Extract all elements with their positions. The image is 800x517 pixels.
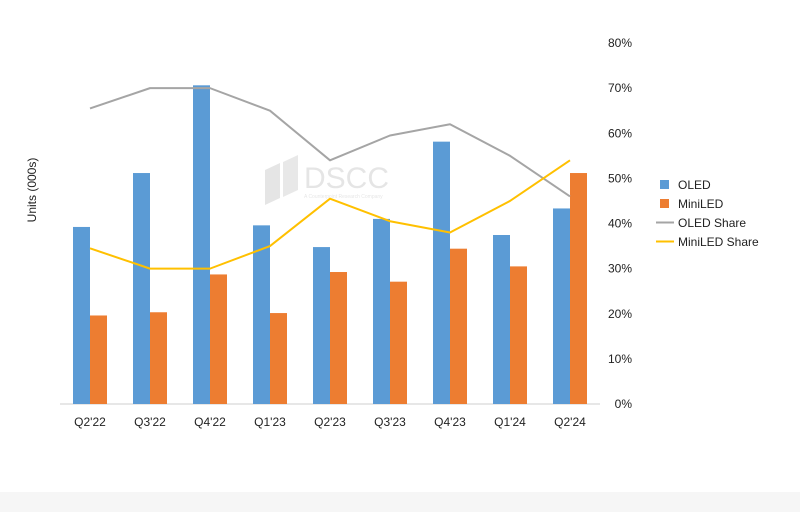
line-oled-share [89,87,571,198]
x-tick-label: Q2'24 [554,415,586,429]
watermark: DSCC A Counterpoint Research Company [265,155,389,205]
line-miniled-share [89,159,571,270]
right-axis-tick-labels: 0% 10% 20% 30% 40% 50% 60% 70% 80% [608,36,632,411]
bar-oled-6 [433,141,450,404]
bar-miniled-2 [210,274,227,404]
x-tick-label: Q1'24 [494,415,526,429]
legend-label: OLED Share [678,216,746,230]
bar-oled-3 [253,225,270,404]
bottom-strip [0,492,800,512]
x-tick-label: Q3'23 [374,415,406,429]
right-axis-tick-label: 50% [608,171,632,185]
right-axis-tick-label: 10% [608,352,632,366]
legend-label: OLED [678,178,711,192]
y-axis-label: Units (000s) [25,158,39,223]
bar-oled-7 [493,235,510,404]
bar-miniled-4 [330,272,347,404]
right-axis-tick-label: 0% [615,397,633,411]
right-axis-tick-label: 80% [608,36,632,50]
bars [73,85,587,405]
bar-oled-2 [193,85,210,405]
bar-oled-0 [73,226,90,404]
x-tick-label: Q3'22 [134,415,166,429]
bar-miniled-1 [150,312,167,404]
legend-swatch-miniled [660,199,669,208]
x-tick-label: Q1'23 [254,415,286,429]
bar-miniled-3 [270,313,287,404]
legend-label: MiniLED Share [678,235,759,249]
legend: OLED MiniLED OLED Share MiniLED Share [656,178,759,249]
bar-miniled-8 [570,173,587,404]
bar-oled-1 [133,173,150,404]
x-tick-label: Q2'23 [314,415,346,429]
legend-swatch-oled [660,180,669,189]
bar-miniled-0 [90,315,107,404]
legend-label: MiniLED [678,197,724,211]
x-tick-label: Q4'22 [194,415,226,429]
right-axis-tick-label: 40% [608,217,632,231]
watermark-text: DSCC [304,162,389,195]
bar-miniled-5 [390,281,407,404]
x-tick-label: Q2'22 [74,415,106,429]
watermark-tagline: A Counterpoint Research Company [304,194,383,200]
bar-miniled-6 [450,248,467,404]
bar-oled-4 [313,247,330,404]
right-axis-tick-label: 20% [608,307,632,321]
right-axis-tick-label: 30% [608,262,632,276]
bar-miniled-7 [510,266,527,404]
right-axis-tick-label: 60% [608,126,632,140]
right-axis-tick-label: 70% [608,81,632,95]
bar-oled-5 [373,218,390,404]
dscc-logo-icon [265,155,298,205]
bar-oled-8 [553,208,570,404]
x-tick-labels: Q2'22 Q3'22 Q4'22 Q1'23 Q2'23 Q3'23 Q4'23 Q1'24… [74,415,586,429]
share-lines [89,87,571,270]
x-tick-label: Q4'23 [434,415,466,429]
